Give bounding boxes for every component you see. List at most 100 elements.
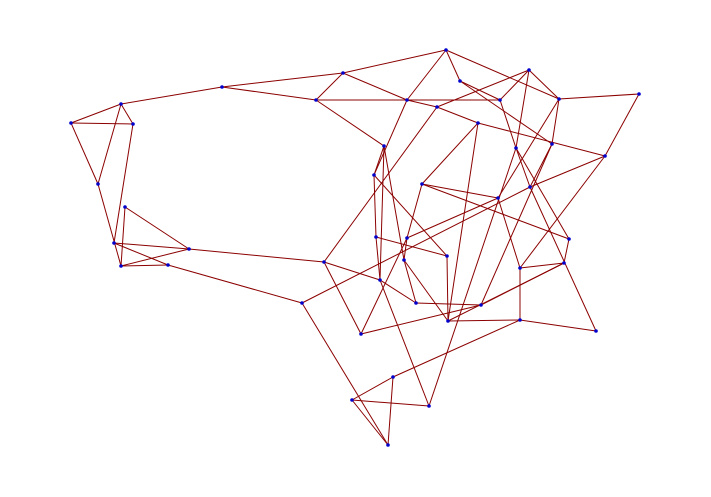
graph-node [119,264,123,268]
graph-edge [351,399,389,446]
graph-node [166,263,170,267]
graph-edge [499,99,517,149]
graph-edge [373,174,377,238]
graph-edge [515,69,530,149]
graph-edge [70,122,99,185]
graph-node [594,329,598,333]
graph-edge [529,186,597,332]
graph-node [359,332,363,336]
graph-node [445,254,449,258]
graph-node [96,182,100,186]
graph-edge [120,248,190,267]
graph-edge [447,319,521,322]
graph-node [496,196,500,200]
graph-edge [519,155,606,269]
graph-edge [445,49,461,82]
graph-edge [351,399,430,407]
graph-edge [379,279,430,407]
graph-edge [403,259,449,322]
graph-edge [480,262,565,306]
graph-node [131,122,135,126]
graph-node [300,301,304,305]
graph-node [435,105,439,109]
graph-node [314,98,318,102]
graph-edge [113,242,190,250]
graph-edge [421,183,570,240]
graph-node [386,443,390,447]
graph-edge [120,206,126,267]
graph-edge [221,72,344,88]
graph-node [322,260,326,264]
graph-edge [360,304,482,335]
graph-edge [515,147,531,188]
graph-edge [529,155,606,188]
graph-node [637,92,641,96]
graph-edge [499,69,530,101]
graph-edge [221,86,317,101]
graph-edge [97,183,122,267]
graph-node [69,121,73,125]
graph-edge [342,49,447,74]
graph-edge [447,122,479,322]
graph-node [341,71,345,75]
graph-edge [97,103,122,185]
graph-edge [70,103,122,124]
graph-edge [301,302,389,446]
graph-edge [551,98,560,145]
graph-node [603,154,607,158]
graph-edge [428,147,517,407]
graph-edge [315,99,385,147]
graph-edge [604,93,640,157]
graph-edge [403,237,408,261]
graph-edge [70,122,134,125]
graph-edge [375,236,448,257]
graph-node [119,102,123,106]
graph-edge [445,49,560,100]
graph-edge [120,103,134,125]
graph-node [220,85,224,89]
graph-node [567,237,571,241]
graph-edge [392,319,521,378]
graph-node [562,261,566,265]
graph-edge [379,145,385,281]
graph-edge [323,261,362,335]
graph-edge [373,99,408,176]
graph-edge [477,122,606,157]
graph-edge [113,123,134,244]
graph-edge [113,242,169,266]
graph-node [427,404,431,408]
graph-edge [497,197,521,269]
graph-edges [70,49,640,446]
graph-edge [436,69,530,108]
graph-edge [558,93,640,100]
graph-edge [351,376,394,401]
graph-edge [515,147,570,240]
graph-edge [375,236,381,281]
graph-edge [188,248,325,263]
graph-edge [373,145,385,176]
graph-edge [323,106,438,263]
graph-edge [480,143,553,306]
graph-node [187,247,191,251]
graph-edge [436,106,479,124]
graph-edge [563,238,570,264]
graph-node [402,258,406,262]
graph-edge [459,80,501,101]
graph-node [528,185,532,189]
graph-edge [421,183,499,199]
graph-edge [379,279,417,304]
graph-edge [120,86,223,105]
graph-edge [406,49,447,101]
graph-edge [528,69,560,100]
graph-edge [360,237,408,335]
graph-edge [519,319,597,332]
graph-edge [323,261,381,281]
graph-edge [315,72,344,101]
graph-edge [421,122,479,185]
graph-node [391,375,395,379]
graph-edge [403,259,417,304]
graph-node [374,235,378,239]
graph-edge [415,302,482,306]
graph-edge [406,197,499,239]
